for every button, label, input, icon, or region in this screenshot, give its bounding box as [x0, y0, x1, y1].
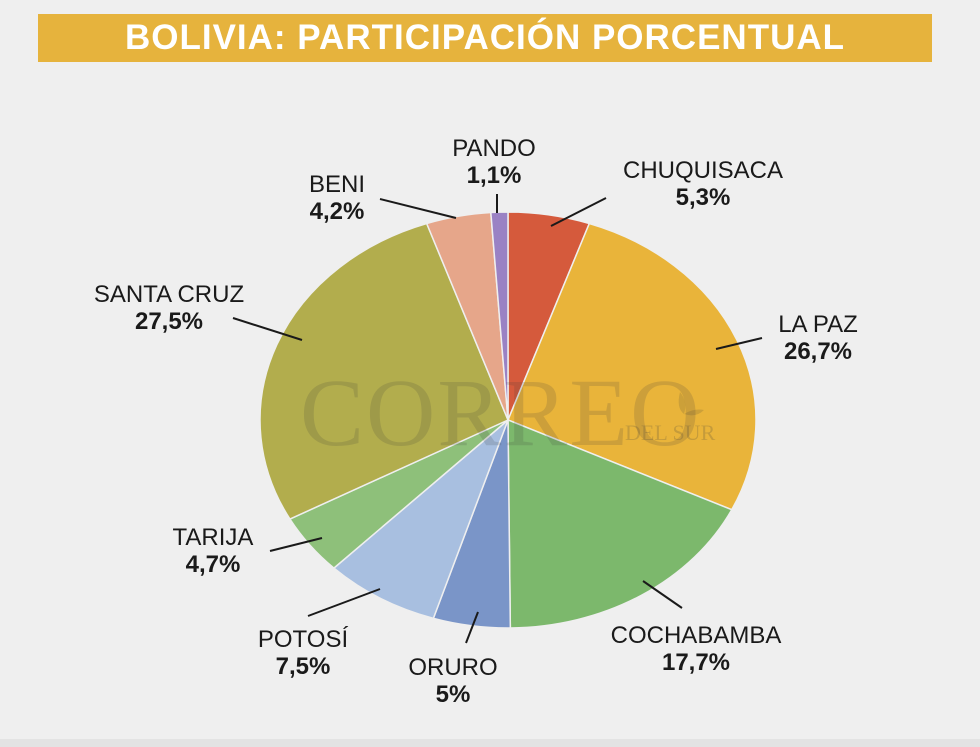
- title-banner: BOLIVIA: PARTICIPACIÓN PORCENTUAL: [38, 14, 932, 62]
- leader-chuquisaca: [550, 197, 607, 227]
- leader-beni: [379, 198, 457, 219]
- label-value-beni: 4,2%: [310, 198, 365, 225]
- slice-pando: [490, 211, 509, 421]
- leader-cochabamba: [642, 580, 683, 609]
- label-name-tarija: TARIJA: [173, 524, 254, 551]
- label-name-beni: BENI: [309, 171, 365, 198]
- pie-slices: [259, 211, 757, 629]
- label-value-potosi: 7,5%: [276, 653, 331, 680]
- label-value-pando: 1,1%: [467, 162, 522, 189]
- leader-la-paz: [715, 337, 763, 350]
- label-value-cochabamba: 17,7%: [662, 649, 730, 676]
- slice-santa-cruz: [259, 222, 509, 520]
- leader-tarija: [269, 537, 323, 552]
- label-name-cochabamba: COCHABAMBA: [611, 622, 782, 649]
- bottom-strip: [0, 739, 980, 747]
- label-name-potosi: POTOSÍ: [258, 626, 349, 653]
- watermark-main: CORREO: [300, 359, 701, 466]
- label-value-tarija: 4,7%: [186, 551, 241, 578]
- slice-cochabamba: [507, 418, 733, 629]
- slice-potosi: [332, 417, 510, 620]
- label-value-oruro: 5%: [436, 681, 471, 708]
- label-value-chuquisaca: 5,3%: [676, 184, 731, 211]
- label-name-la-paz: LA PAZ: [778, 311, 858, 338]
- label-name-santa-cruz: SANTA CRUZ: [94, 281, 244, 308]
- leader-potosi: [307, 588, 381, 617]
- chart-title: BOLIVIA: PARTICIPACIÓN PORCENTUAL: [124, 18, 846, 57]
- watermark-sub: DEL SUR: [625, 420, 716, 445]
- label-name-oruro: ORURO: [408, 654, 497, 681]
- label-value-la-paz: 26,7%: [784, 338, 852, 365]
- leader-santa-cruz: [232, 317, 303, 341]
- watermark: CORREO DEL SUR: [300, 359, 716, 466]
- label-name-chuquisaca: CHUQUISACA: [623, 157, 783, 184]
- leader-lines: [232, 194, 763, 644]
- label-name-pando: PANDO: [452, 135, 536, 162]
- leader-oruro: [465, 611, 479, 644]
- leaf-icon: [678, 392, 704, 416]
- slice-la-paz: [507, 222, 757, 511]
- label-value-santa-cruz: 27,5%: [135, 308, 203, 335]
